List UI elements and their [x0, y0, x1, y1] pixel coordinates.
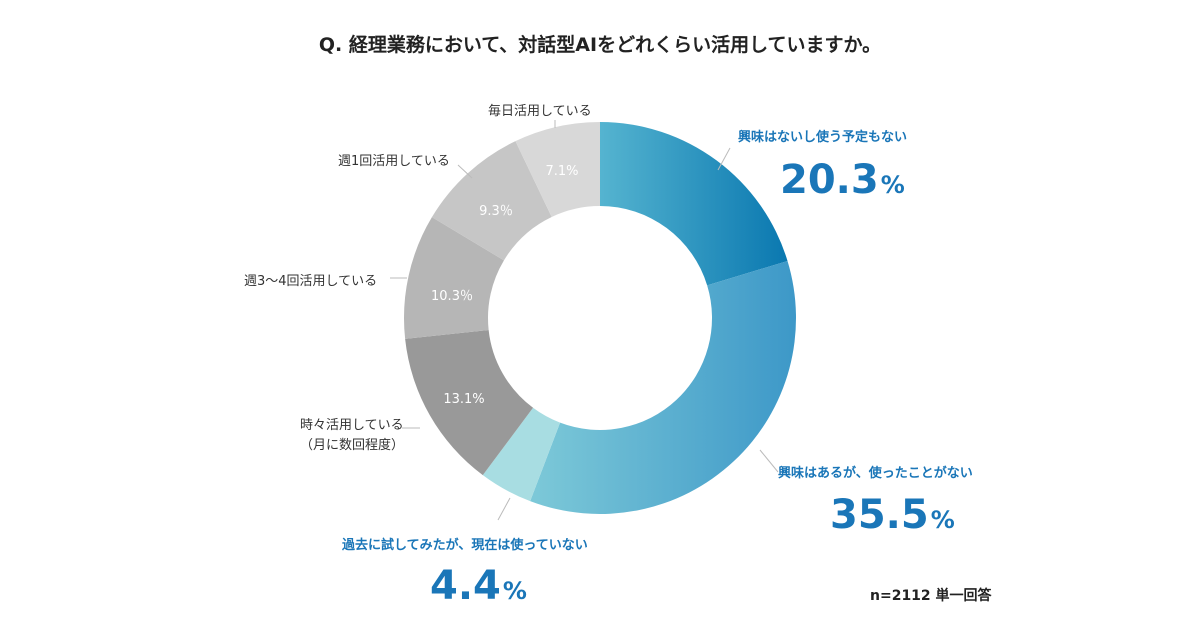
value-label-3: 13.1% — [443, 392, 484, 407]
big-value-2: 4.4% — [430, 566, 527, 606]
category-label-2: 過去に試してみたが、現在は使っていない — [342, 538, 588, 553]
donut-slice-1 — [530, 260, 796, 515]
category-label-0: 興味はないし使う予定もない — [738, 130, 908, 145]
category-label-3-line2: （月に数回程度） — [300, 438, 405, 453]
value-label-5: 9.3％ — [479, 204, 513, 219]
big-value-2-number: 4.4 — [430, 563, 501, 609]
big-value-1-unit: % — [930, 506, 955, 534]
donut-slice-0 — [600, 122, 788, 286]
leader-line-0 — [717, 147, 731, 171]
value-label-6: 7.1% — [545, 164, 578, 179]
big-value-2-unit: % — [502, 577, 527, 605]
donut-slice-3 — [405, 329, 534, 476]
leader-line-5 — [457, 164, 473, 179]
category-label-6: 毎日活用している — [488, 104, 592, 119]
sample-note: n=2112 単一回答 — [870, 588, 992, 604]
category-label-5: 週1回活用している — [338, 154, 450, 169]
category-label-4: 週3〜4回活用している — [244, 274, 378, 289]
big-value-1: 35.5% — [830, 495, 955, 535]
big-value-0-unit: % — [880, 171, 905, 199]
donut-slice-5 — [431, 141, 552, 261]
category-label-1: 興味はあるが、使ったことがない — [778, 466, 973, 481]
chart-title: Q. 経理業務において、対話型AIをどれくらい活用していますか。 — [318, 34, 882, 56]
category-label-3-line1: 時々活用している — [300, 418, 404, 433]
leader-line-2 — [497, 497, 511, 521]
donut-slice-4 — [404, 217, 504, 339]
category-label-3: 時々活用している （月に数回程度） — [300, 416, 404, 456]
big-value-0: 20.3% — [780, 160, 905, 200]
donut-slice-2 — [482, 407, 561, 502]
big-value-0-number: 20.3 — [780, 157, 879, 203]
leader-line-1 — [759, 449, 779, 473]
donut-slice-6 — [515, 122, 600, 217]
big-value-1-number: 35.5 — [830, 492, 929, 538]
value-label-4: 10.3％ — [431, 289, 473, 304]
